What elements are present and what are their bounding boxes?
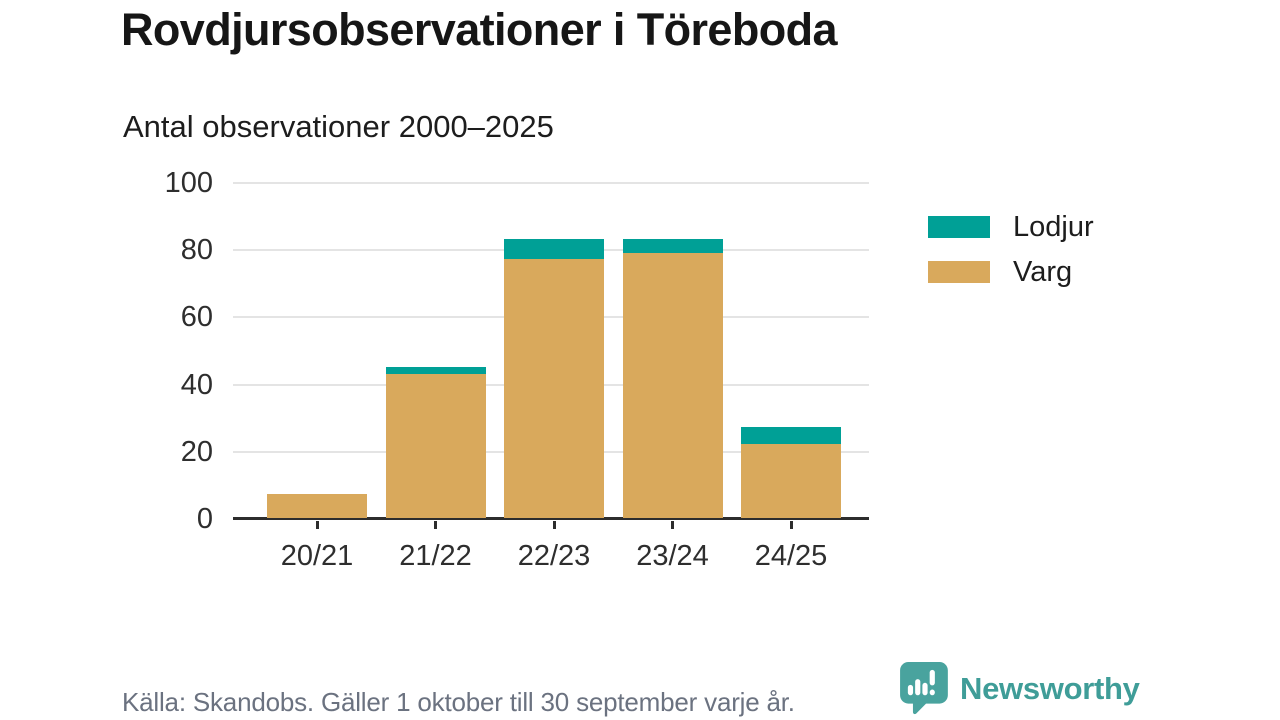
x-axis-tick-label: 20/21 bbox=[280, 540, 354, 572]
source-note: Källa: Skandobs. Gäller 1 oktober till 3… bbox=[122, 687, 795, 717]
y-axis-tick-label: 0 bbox=[196, 503, 213, 535]
bar-23-24 bbox=[622, 239, 723, 518]
x-axis-tick bbox=[671, 521, 674, 529]
bar-24-25 bbox=[741, 427, 841, 518]
y-axis-tick-label: 60 bbox=[180, 301, 213, 334]
bar-segment-varg bbox=[504, 259, 604, 518]
bar-segment-lodjur bbox=[622, 239, 723, 253]
y-axis-tick-label: 20 bbox=[180, 435, 213, 468]
y-axis-tick-label: 80 bbox=[180, 234, 213, 267]
bar-22-23 bbox=[504, 239, 604, 518]
legend-swatch-varg bbox=[928, 261, 990, 283]
legend-swatch-lodjur bbox=[928, 216, 990, 238]
plot-area: 0 20 40 60 80 100 20/21 21/22 22/23 23/24 24/25 bbox=[165, 168, 869, 572]
legend-item-lodjur: Lodjur bbox=[928, 210, 1094, 243]
x-axis-tick bbox=[434, 521, 437, 529]
x-axis-tick-label: 21/22 bbox=[399, 540, 472, 572]
legend: Lodjur Varg bbox=[928, 210, 1094, 288]
y-axis-tick-label: 40 bbox=[180, 368, 213, 401]
legend-label: Lodjur bbox=[1013, 210, 1094, 243]
chart-subtitle: Antal observationer 2000–2025 bbox=[123, 109, 554, 144]
bar-segment-varg bbox=[267, 494, 367, 518]
chart-title: Rovdjursobservationer i Töreboda bbox=[121, 4, 838, 55]
x-axis-tick-label: 24/25 bbox=[754, 540, 828, 572]
bar-segment-lodjur bbox=[385, 366, 486, 374]
newsworthy-logo-text: Newsworthy bbox=[960, 671, 1140, 706]
newsworthy-logo: Newsworthy bbox=[898, 661, 1140, 715]
y-axis-tick-label: 100 bbox=[164, 167, 213, 199]
x-axis-tick-label: 22/23 bbox=[517, 540, 591, 572]
legend-label: Varg bbox=[1013, 255, 1073, 288]
x-axis-tick bbox=[789, 521, 793, 529]
x-axis-line bbox=[233, 517, 869, 520]
bar-segment-varg bbox=[622, 252, 723, 518]
legend-item-varg: Varg bbox=[928, 255, 1094, 288]
bar-segment-lodjur bbox=[741, 427, 841, 445]
x-axis-tick bbox=[315, 521, 319, 529]
x-axis-tick bbox=[552, 521, 556, 529]
gridline-100 bbox=[233, 182, 869, 184]
bar-segment-varg bbox=[741, 444, 841, 518]
bar-20-21 bbox=[267, 494, 367, 518]
bar-segment-varg bbox=[385, 373, 486, 518]
x-axis-tick-label: 23/24 bbox=[636, 540, 709, 572]
bar-segment-lodjur bbox=[504, 239, 604, 260]
newsworthy-logo-icon bbox=[900, 662, 948, 715]
bar-21-22 bbox=[385, 366, 486, 518]
